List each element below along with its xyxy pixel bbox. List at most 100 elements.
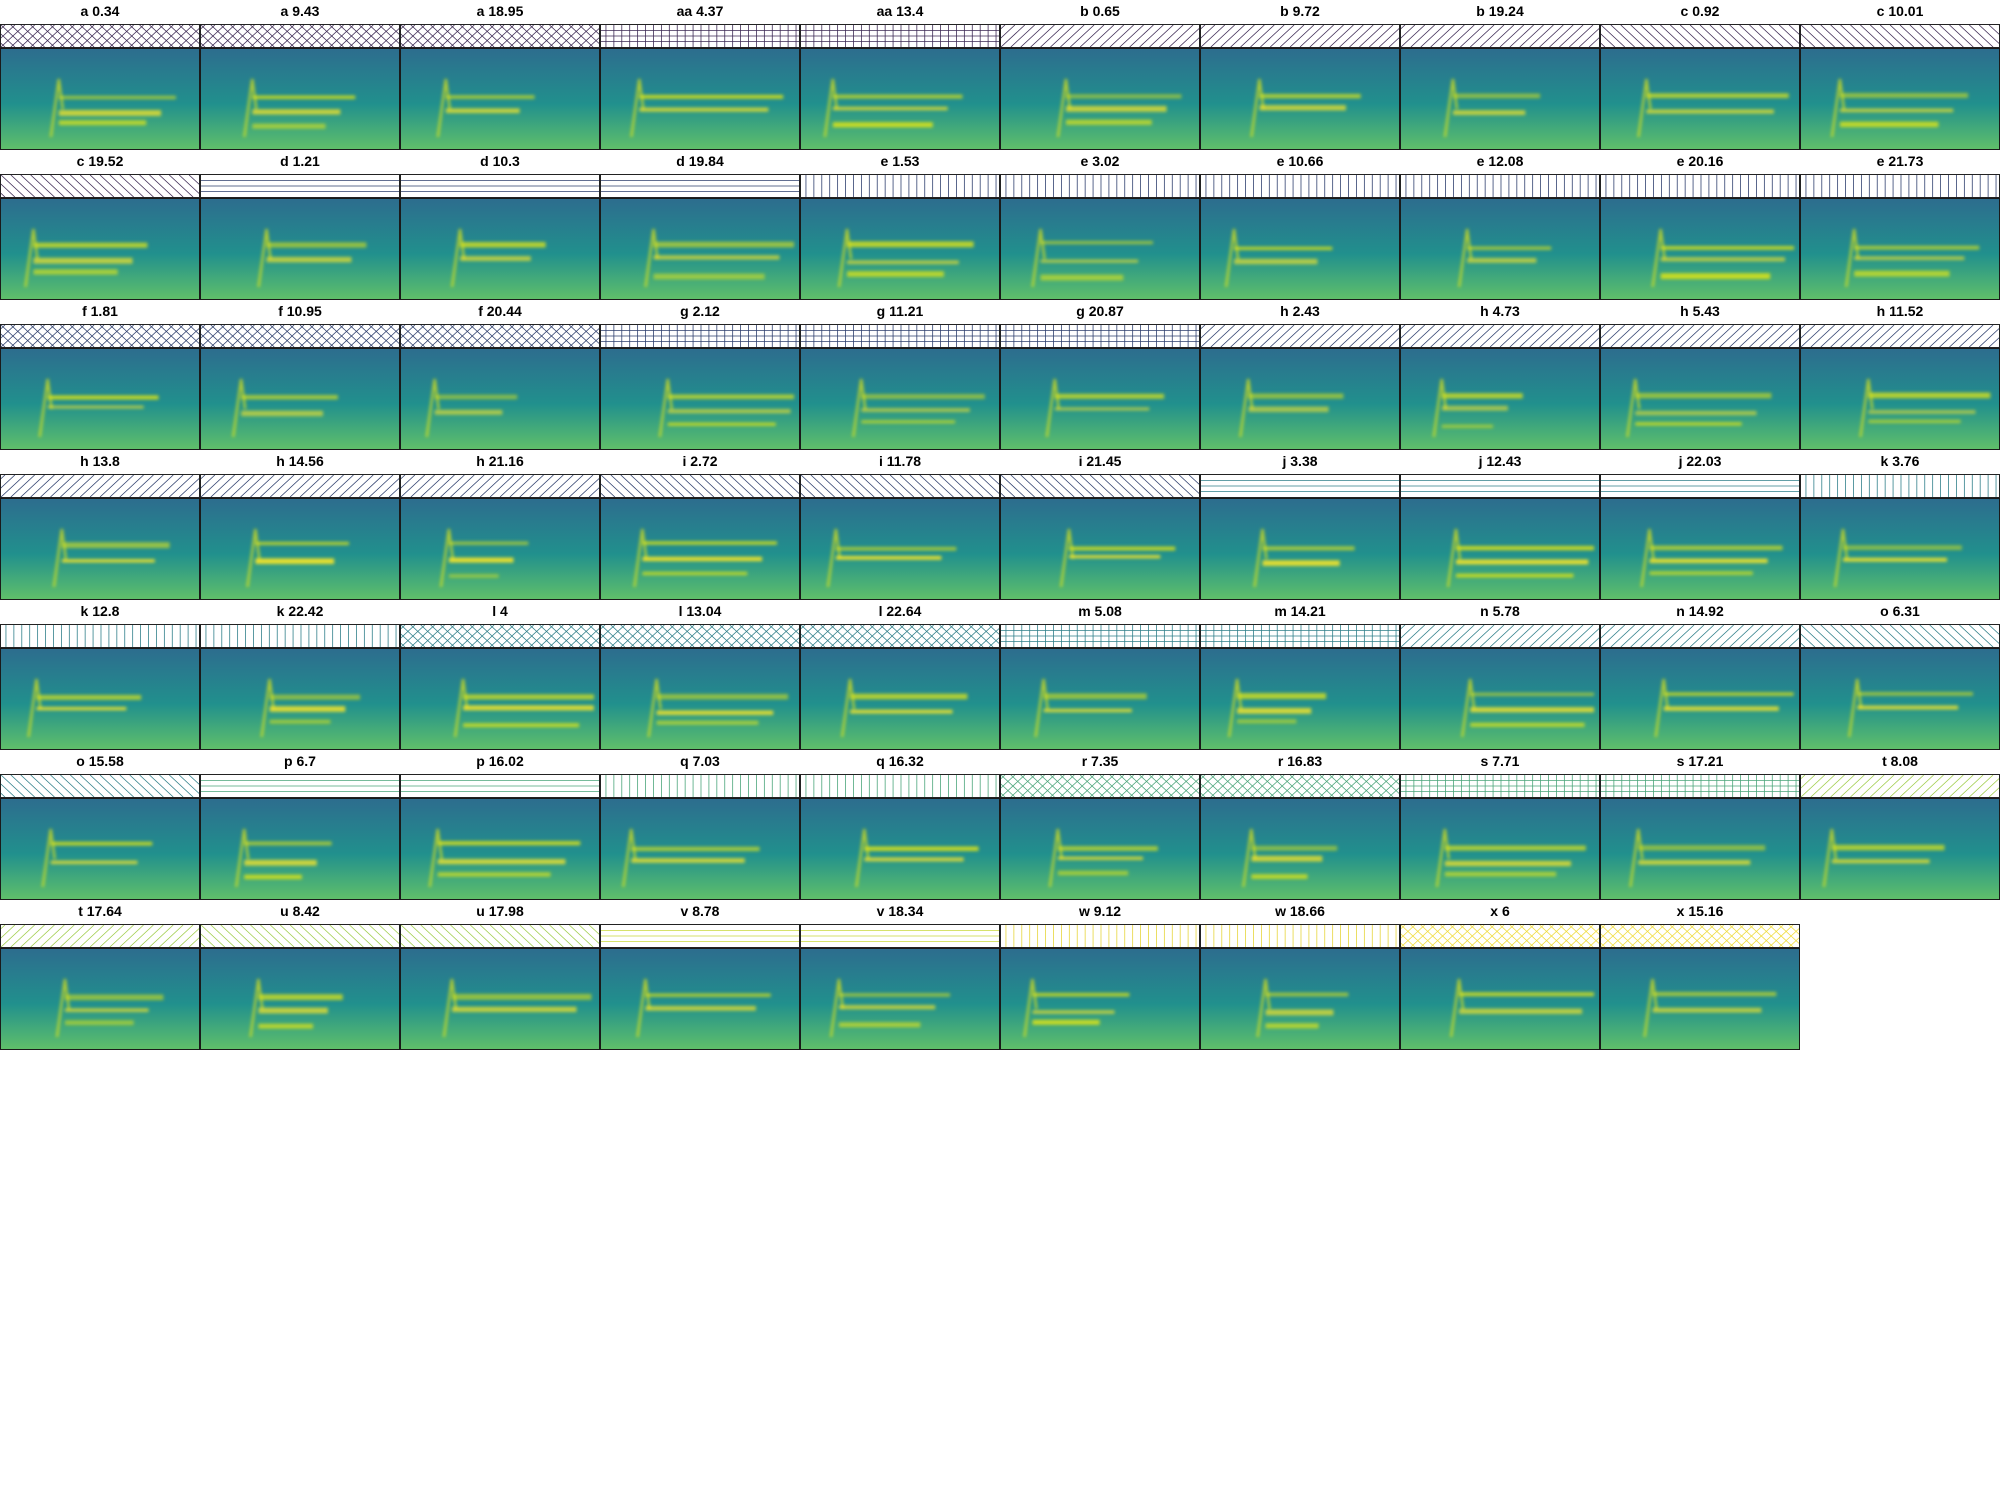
hatch-pattern-bar — [200, 924, 400, 948]
spectrogram-panel: c 19.52 — [0, 150, 200, 300]
hatch-pattern-bar — [1600, 774, 1800, 798]
spectrogram-image — [600, 348, 800, 450]
spectrogram-image — [1000, 648, 1200, 750]
spectrogram-panel: a 0.34 — [0, 0, 200, 150]
hatch-pattern-bar — [800, 324, 1000, 348]
spectrogram-image — [1200, 648, 1400, 750]
spectrogram-image — [1000, 198, 1200, 300]
spectrogram-image — [0, 48, 200, 150]
spectrogram-panel: l 13.04 — [600, 600, 800, 750]
spectrogram-image — [1200, 498, 1400, 600]
spectrogram-image — [1000, 48, 1200, 150]
panel-label: t 8.08 — [1882, 753, 1918, 769]
spectrogram-image — [1800, 648, 2000, 750]
panel-label: f 10.95 — [278, 303, 322, 319]
hatch-pattern-bar — [1000, 774, 1200, 798]
spectrogram-image — [1200, 198, 1400, 300]
panel-label: k 3.76 — [1880, 453, 1920, 469]
panel-label: e 10.66 — [1276, 153, 1324, 169]
panel-label: i 21.45 — [1078, 453, 1122, 469]
panel-label: b 9.72 — [1280, 3, 1320, 19]
spectrogram-image — [1600, 348, 1800, 450]
hatch-pattern-bar — [0, 324, 200, 348]
spectrogram-panel: u 8.42 — [200, 900, 400, 1050]
hatch-pattern-bar — [1800, 324, 2000, 348]
spectrogram-image — [400, 798, 600, 900]
spectrogram-image — [1200, 348, 1400, 450]
panel-label: i 11.78 — [878, 453, 922, 469]
panel-label: g 20.87 — [1076, 303, 1124, 319]
hatch-pattern-bar — [1000, 24, 1200, 48]
hatch-pattern-bar — [600, 174, 800, 198]
spectrogram-panel: b 19.24 — [1400, 0, 1600, 150]
hatch-pattern-bar — [400, 774, 600, 798]
panel-label: u 17.98 — [476, 903, 524, 919]
spectrogram-panel: m 5.08 — [1000, 600, 1200, 750]
spectrogram-image — [800, 498, 1000, 600]
hatch-pattern-bar — [1800, 474, 2000, 498]
spectrogram-panel: e 21.73 — [1800, 150, 2000, 300]
panel-label: h 2.43 — [1280, 303, 1320, 319]
panel-label: a 9.43 — [280, 3, 320, 19]
hatch-pattern-bar — [800, 174, 1000, 198]
spectrogram-panel: a 18.95 — [400, 0, 600, 150]
panel-label: h 11.52 — [1876, 303, 1924, 319]
spectrogram-panel: h 2.43 — [1200, 300, 1400, 450]
spectrogram-panel: p 16.02 — [400, 750, 600, 900]
spectrogram-image — [200, 498, 400, 600]
hatch-pattern-bar — [400, 24, 600, 48]
spectrogram-image — [1600, 48, 1800, 150]
panel-label: u 8.42 — [280, 903, 320, 919]
spectrogram-image — [800, 948, 1000, 1050]
spectrogram-image — [1400, 348, 1600, 450]
hatch-pattern-bar — [600, 774, 800, 798]
spectrogram-panel: t 17.64 — [0, 900, 200, 1050]
spectrogram-panel: h 13.8 — [0, 450, 200, 600]
hatch-pattern-bar — [400, 924, 600, 948]
spectrogram-panel: n 5.78 — [1400, 600, 1600, 750]
panel-label: a 18.95 — [476, 3, 524, 19]
panel-label: d 1.21 — [280, 153, 320, 169]
hatch-pattern-bar — [800, 24, 1000, 48]
hatch-pattern-bar — [1200, 174, 1400, 198]
panel-label: m 14.21 — [1274, 603, 1326, 619]
spectrogram-panel: e 12.08 — [1400, 150, 1600, 300]
hatch-pattern-bar — [400, 474, 600, 498]
hatch-pattern-bar — [1400, 174, 1600, 198]
panel-label: q 16.32 — [876, 753, 924, 769]
hatch-pattern-bar — [1600, 174, 1800, 198]
spectrogram-panel: q 16.32 — [800, 750, 1000, 900]
hatch-pattern-bar — [1000, 324, 1200, 348]
hatch-pattern-bar — [200, 774, 400, 798]
spectrogram-image — [1400, 648, 1600, 750]
panel-label: j 3.38 — [1282, 453, 1318, 469]
hatch-pattern-bar — [200, 174, 400, 198]
panel-label: m 5.08 — [1078, 603, 1122, 619]
hatch-pattern-bar — [600, 324, 800, 348]
panel-label: g 2.12 — [680, 303, 720, 319]
hatch-pattern-bar — [1800, 624, 2000, 648]
spectrogram-panel: h 14.56 — [200, 450, 400, 600]
spectrogram-image — [200, 948, 400, 1050]
spectrogram-panel: o 6.31 — [1800, 600, 2000, 750]
spectrogram-panel: d 10.3 — [400, 150, 600, 300]
spectrogram-image — [1600, 948, 1800, 1050]
hatch-pattern-bar — [0, 174, 200, 198]
spectrogram-panel: f 20.44 — [400, 300, 600, 450]
panel-label: h 21.16 — [476, 453, 524, 469]
hatch-pattern-bar — [1000, 624, 1200, 648]
panel-label: n 14.92 — [1676, 603, 1724, 619]
panel-label: c 0.92 — [1680, 3, 1720, 19]
hatch-pattern-bar — [1600, 474, 1800, 498]
panel-label: c 10.01 — [1876, 3, 1924, 19]
hatch-pattern-bar — [1000, 474, 1200, 498]
hatch-pattern-bar — [1000, 174, 1200, 198]
spectrogram-panel: j 3.38 — [1200, 450, 1400, 600]
panel-label: x 6 — [1490, 903, 1510, 919]
spectrogram-image — [1200, 48, 1400, 150]
panel-label: s 7.71 — [1480, 753, 1520, 769]
spectrogram-image — [1800, 798, 2000, 900]
spectrogram-panel: t 8.08 — [1800, 750, 2000, 900]
spectrogram-panel: aa 4.37 — [600, 0, 800, 150]
spectrogram-panel: i 11.78 — [800, 450, 1000, 600]
